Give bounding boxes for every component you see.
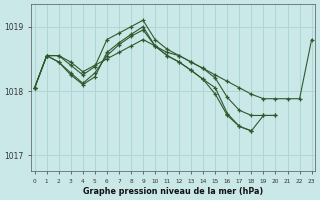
X-axis label: Graphe pression niveau de la mer (hPa): Graphe pression niveau de la mer (hPa) (83, 187, 263, 196)
